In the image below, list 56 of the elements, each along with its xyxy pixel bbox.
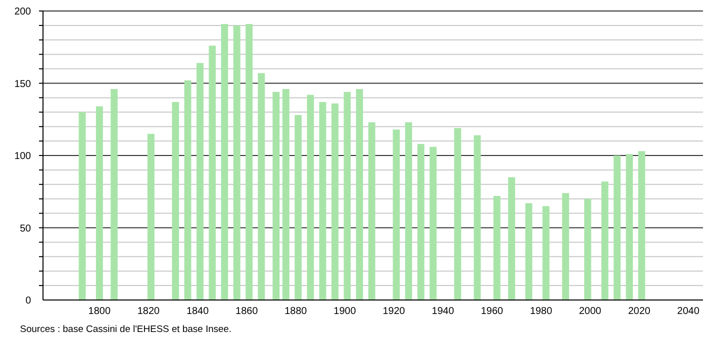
bar bbox=[368, 122, 376, 300]
x-tick-label: 1800 bbox=[88, 306, 111, 317]
x-tick-label: 1880 bbox=[284, 306, 308, 317]
bar bbox=[331, 103, 338, 300]
y-tick-label: 150 bbox=[14, 78, 32, 90]
source-note: Sources : base Cassini de l'EHESS et base Insee. bbox=[20, 324, 232, 335]
bar bbox=[626, 154, 633, 300]
bar bbox=[306, 94, 314, 300]
bar bbox=[78, 112, 86, 300]
bar bbox=[508, 177, 516, 300]
bar bbox=[184, 80, 192, 300]
x-tick-label: 1960 bbox=[480, 306, 504, 317]
bar bbox=[493, 196, 500, 300]
bar bbox=[272, 92, 280, 300]
bar bbox=[294, 115, 302, 300]
x-tick-label: 1900 bbox=[334, 306, 356, 317]
bar bbox=[172, 102, 179, 300]
bar bbox=[110, 89, 118, 300]
y-tick-label: 100 bbox=[14, 151, 32, 162]
x-tick-label: 1840 bbox=[186, 306, 210, 317]
x-tick-label: 1980 bbox=[530, 306, 553, 317]
bar bbox=[601, 182, 608, 300]
x-tick-label: 1860 bbox=[236, 306, 258, 317]
bar bbox=[282, 89, 290, 300]
bar bbox=[208, 46, 216, 300]
bar bbox=[258, 73, 265, 300]
x-tick-label: 1920 bbox=[382, 306, 406, 317]
bar bbox=[638, 151, 646, 300]
bar bbox=[405, 122, 412, 300]
bar bbox=[614, 156, 621, 300]
bar bbox=[147, 134, 154, 300]
bar bbox=[196, 63, 204, 300]
bar bbox=[474, 135, 481, 300]
x-tick-label: 2040 bbox=[677, 306, 700, 317]
bar bbox=[96, 106, 103, 300]
bar bbox=[344, 92, 351, 300]
bar bbox=[454, 128, 462, 300]
bar bbox=[542, 206, 550, 300]
bar bbox=[562, 193, 570, 300]
bar bbox=[392, 129, 400, 300]
bar bbox=[525, 203, 532, 300]
bar bbox=[319, 102, 326, 300]
bar bbox=[430, 146, 437, 300]
y-tick-label: 0 bbox=[25, 296, 32, 306]
bar bbox=[356, 89, 364, 300]
bar bbox=[417, 144, 424, 300]
y-tick-label: 200 bbox=[14, 6, 32, 18]
x-tick-label: 1820 bbox=[137, 306, 160, 317]
x-tick-label: 1940 bbox=[432, 306, 454, 317]
bar bbox=[233, 25, 240, 300]
bar bbox=[246, 24, 253, 300]
bar bbox=[221, 24, 228, 300]
x-tick-label: 2020 bbox=[628, 306, 651, 317]
y-tick-label: 50 bbox=[20, 223, 32, 234]
x-tick-label: 2000 bbox=[579, 306, 602, 317]
bar bbox=[584, 198, 592, 300]
